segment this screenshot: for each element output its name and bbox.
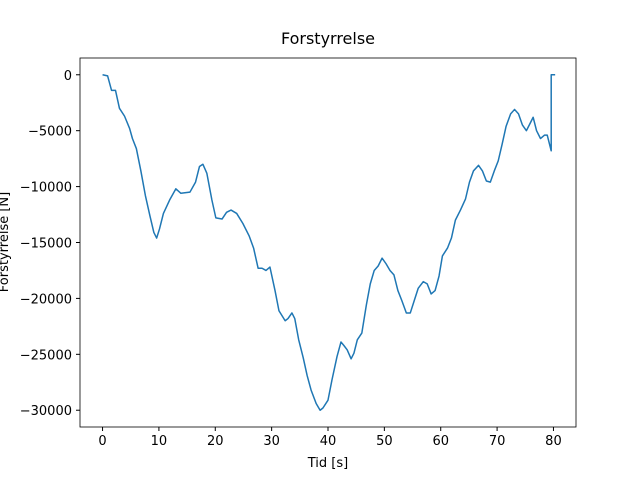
y-tick-label: 0 bbox=[64, 69, 72, 84]
x-tick-label: 20 bbox=[207, 434, 224, 449]
x-axis-label: Tid [s] bbox=[307, 456, 348, 471]
data-line bbox=[102, 74, 556, 411]
y-axis-label: Forstyrrelse [N] bbox=[0, 192, 12, 292]
y-tick-label: −25000 bbox=[20, 348, 72, 363]
x-tick-label: 30 bbox=[263, 434, 280, 449]
x-tick-label: 50 bbox=[376, 434, 393, 449]
chart-title: Forstyrrelse bbox=[281, 29, 375, 48]
y-tick-label: −10000 bbox=[20, 181, 72, 196]
x-tick-label: 0 bbox=[98, 434, 106, 449]
x-tick-label: 10 bbox=[151, 434, 168, 449]
x-tick-label: 60 bbox=[432, 434, 449, 449]
x-tick-label: 80 bbox=[545, 434, 562, 449]
x-tick-label: 70 bbox=[489, 434, 506, 449]
plot-frame bbox=[79, 57, 577, 428]
y-tick-label: −15000 bbox=[20, 237, 72, 252]
y-tick-label: −30000 bbox=[20, 404, 72, 419]
y-tick-label: −5000 bbox=[28, 125, 72, 140]
y-tick-label: −20000 bbox=[20, 292, 72, 307]
x-tick-label: 40 bbox=[320, 434, 337, 449]
